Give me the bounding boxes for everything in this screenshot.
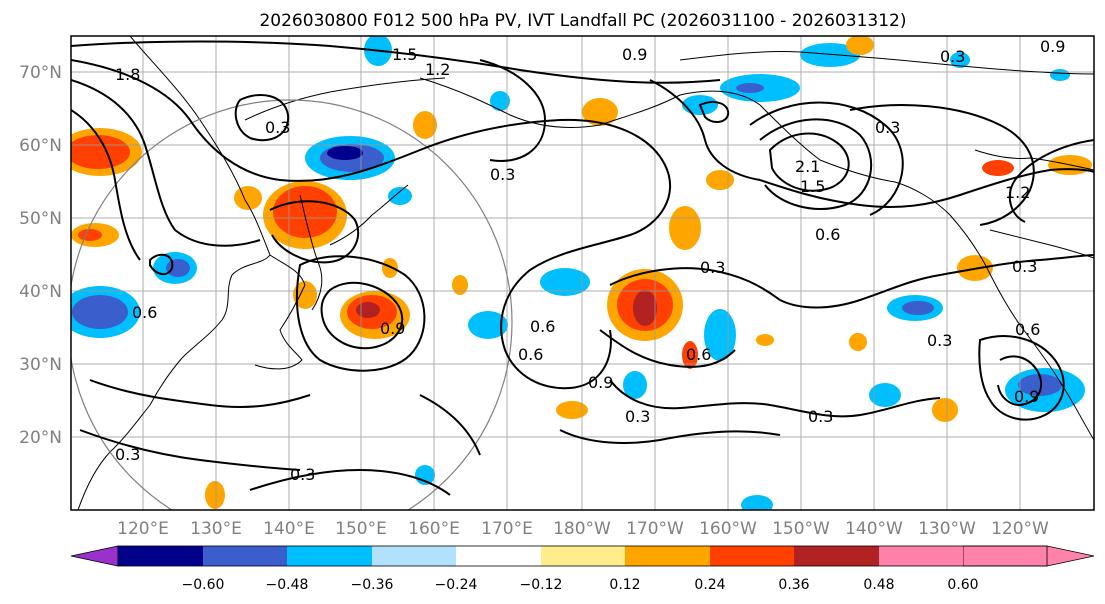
colorbar-segment	[625, 546, 710, 566]
contour-label: 0.9	[1040, 37, 1065, 56]
positive-anomaly-region	[71, 36, 1092, 509]
contour-label: 1.5	[800, 177, 825, 196]
colorbar-segment	[456, 546, 541, 566]
colorbar-tick-label: −0.48	[266, 577, 309, 593]
lon-label: 140°W	[845, 519, 903, 539]
colorbar-tick-labels: −0.60 −0.48 −0.36 −0.24 −0.12 0.12 0.24 …	[182, 577, 979, 593]
contour-label: 0.3	[490, 165, 515, 184]
contour-label: 0.6	[132, 303, 157, 322]
colorbar-segment	[879, 546, 963, 566]
lat-label: 30°N	[19, 355, 62, 375]
colorbar-segment	[203, 546, 287, 566]
colorbar-tick-label: 0.60	[947, 577, 978, 593]
colorbar-segment	[541, 546, 625, 566]
colorbar-tick-label: 0.48	[863, 577, 894, 593]
contour-label: 0.6	[815, 225, 840, 244]
map-frame	[70, 35, 1095, 511]
contour-label: 1.5	[392, 45, 417, 64]
lat-label: 40°N	[19, 282, 62, 302]
colorbar-segment	[710, 546, 794, 566]
lat-label: 20°N	[19, 428, 62, 448]
contour-label: 1.2	[425, 60, 450, 79]
colorbar-tick-label: 0.36	[778, 577, 809, 593]
colorbar-frame	[117, 545, 1048, 567]
pv-contours	[71, 40, 1094, 496]
contour-label: 0.6	[1015, 320, 1040, 339]
contour-label: 0.9	[380, 319, 405, 338]
contour-label: 1.8	[115, 65, 140, 84]
map-area	[70, 35, 1095, 511]
contour-label: 1.2	[1005, 183, 1030, 202]
contour-label: 0.9	[622, 45, 647, 64]
shaded-anomalies	[71, 36, 1092, 510]
negative-anomaly-region	[71, 36, 1085, 510]
latitude-labels: 70°N 60°N 50°N 40°N 30°N 20°N	[19, 63, 62, 448]
lon-label: 130°W	[918, 519, 976, 539]
lon-label: 120°E	[117, 519, 169, 539]
longitude-labels: 120°E 130°E 140°E 150°E 160°E 170°E 180°…	[117, 519, 1049, 539]
contour-label: 0.3	[808, 407, 833, 426]
lon-label: 160°E	[408, 519, 460, 539]
lon-label: 170°E	[481, 519, 533, 539]
map-title: 2026030800 F012 500 hPa PV, IVT Landfall…	[259, 11, 906, 31]
contour-label: 0.6	[530, 317, 555, 336]
contour-label: 0.6	[686, 345, 711, 364]
colorbar-segment	[372, 546, 456, 566]
colorbar: −0.60 −0.48 −0.36 −0.24 −0.12 0.12 0.24 …	[70, 545, 1095, 593]
range-ring	[71, 99, 513, 510]
colorbar-tick-label: −0.60	[182, 577, 225, 593]
colorbar-tick-label: −0.36	[351, 577, 394, 593]
contour-label: 0.3	[265, 118, 290, 137]
colorbar-segment	[794, 546, 879, 566]
contour-label: 0.3	[115, 445, 140, 464]
lat-label: 50°N	[19, 209, 62, 229]
colorbar-tick-label: −0.24	[435, 577, 478, 593]
lon-label: 180°W	[553, 519, 611, 539]
colorbar-segment	[287, 546, 372, 566]
colorbar-segment	[118, 546, 203, 566]
lon-label: 150°E	[335, 519, 387, 539]
lon-label: 170°W	[626, 519, 684, 539]
colorbar-extend-low	[70, 545, 119, 567]
contour-label: 0.6	[518, 345, 543, 364]
contour-label: 0.3	[625, 407, 650, 426]
lat-label: 60°N	[19, 136, 62, 156]
lon-label: 150°W	[772, 519, 830, 539]
lon-label: 130°E	[190, 519, 242, 539]
contour-label: 0.3	[875, 118, 900, 137]
colorbar-tick-label: 0.24	[694, 577, 725, 593]
lon-label: 160°W	[699, 519, 757, 539]
lat-label: 70°N	[19, 63, 62, 83]
contour-label: 0.3	[700, 258, 725, 277]
contour-label: 0.3	[940, 47, 965, 66]
lon-label: 140°E	[263, 519, 315, 539]
colorbar-tick-label: −0.12	[520, 577, 563, 593]
contour-label: 0.3	[1012, 257, 1037, 276]
contour-label: 0.3	[290, 465, 315, 484]
contour-labels: 0.3 0.3 0.3 0.3 0.3 0.3 0.3 0.3 0.3 0.3 …	[115, 37, 1065, 484]
colorbar-extend-high	[962, 545, 1095, 567]
contour-label: 2.1	[795, 157, 820, 176]
contour-label: 0.3	[927, 331, 952, 350]
contour-label: 0.9	[588, 373, 613, 392]
lon-label: 120°W	[991, 519, 1049, 539]
colorbar-tick-label: 0.12	[609, 577, 640, 593]
contour-label: 0.9	[1014, 387, 1039, 406]
